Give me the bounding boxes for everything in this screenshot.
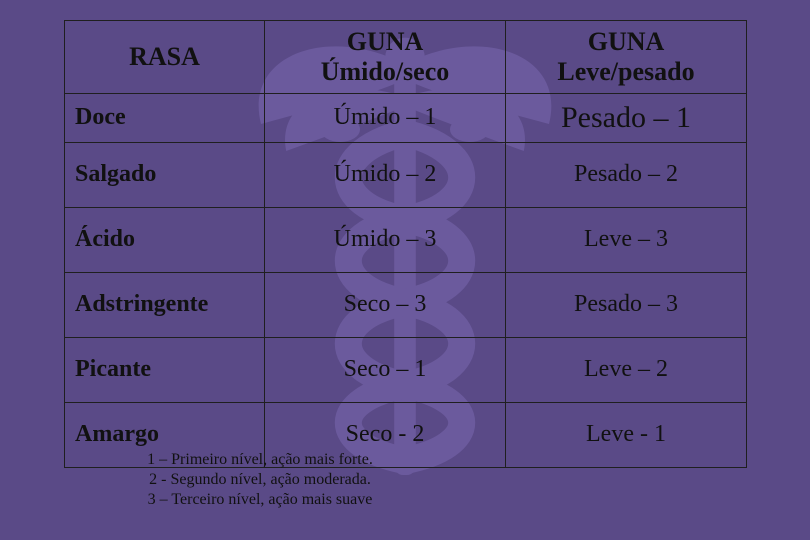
legend-line-3: 3 – Terceiro nível, ação mais suave — [120, 490, 400, 510]
rasa-guna-table: RASA GUNA Úmido/seco GUNA Leve/pesado Do… — [64, 20, 746, 468]
header-guna-leve-l2: Leve/pesado — [557, 57, 694, 86]
cell-umido: Úmido – 3 — [265, 207, 506, 272]
cell-umido: Úmido – 1 — [265, 93, 506, 142]
cell-umido: Úmido – 2 — [265, 142, 506, 207]
table-row: Doce Úmido – 1 Pesado – 1 — [65, 93, 747, 142]
cell-leve: Leve – 2 — [506, 337, 747, 402]
table-row: Ácido Úmido – 3 Leve – 3 — [65, 207, 747, 272]
header-guna-leve: GUNA Leve/pesado — [506, 21, 747, 94]
cell-umido: Seco – 1 — [265, 337, 506, 402]
cell-rasa: Adstringente — [65, 272, 265, 337]
header-guna-umido-l1: GUNA — [347, 27, 424, 56]
cell-leve: Leve - 1 — [506, 402, 747, 467]
cell-leve: Leve – 3 — [506, 207, 747, 272]
table-row: Adstringente Seco – 3 Pesado – 3 — [65, 272, 747, 337]
cell-rasa: Ácido — [65, 207, 265, 272]
cell-rasa: Salgado — [65, 142, 265, 207]
legend-line-1: 1 – Primeiro nível, ação mais forte. — [120, 450, 400, 470]
cell-rasa: Doce — [65, 93, 265, 142]
header-rasa: RASA — [65, 21, 265, 94]
cell-leve: Pesado – 3 — [506, 272, 747, 337]
table-row: Salgado Úmido – 2 Pesado – 2 — [65, 142, 747, 207]
header-guna-umido-l2: Úmido/seco — [321, 57, 450, 86]
cell-umido: Seco – 3 — [265, 272, 506, 337]
cell-rasa: Picante — [65, 337, 265, 402]
header-guna-leve-l1: GUNA — [588, 27, 665, 56]
slide: RASA GUNA Úmido/seco GUNA Leve/pesado Do… — [0, 0, 810, 540]
cell-leve: Pesado – 1 — [506, 93, 747, 142]
cell-leve: Pesado – 2 — [506, 142, 747, 207]
table-row: Picante Seco – 1 Leve – 2 — [65, 337, 747, 402]
header-guna-umido: GUNA Úmido/seco — [265, 21, 506, 94]
legend: 1 – Primeiro nível, ação mais forte. 2 -… — [120, 450, 400, 510]
legend-line-2: 2 - Segundo nível, ação moderada. — [120, 470, 400, 490]
